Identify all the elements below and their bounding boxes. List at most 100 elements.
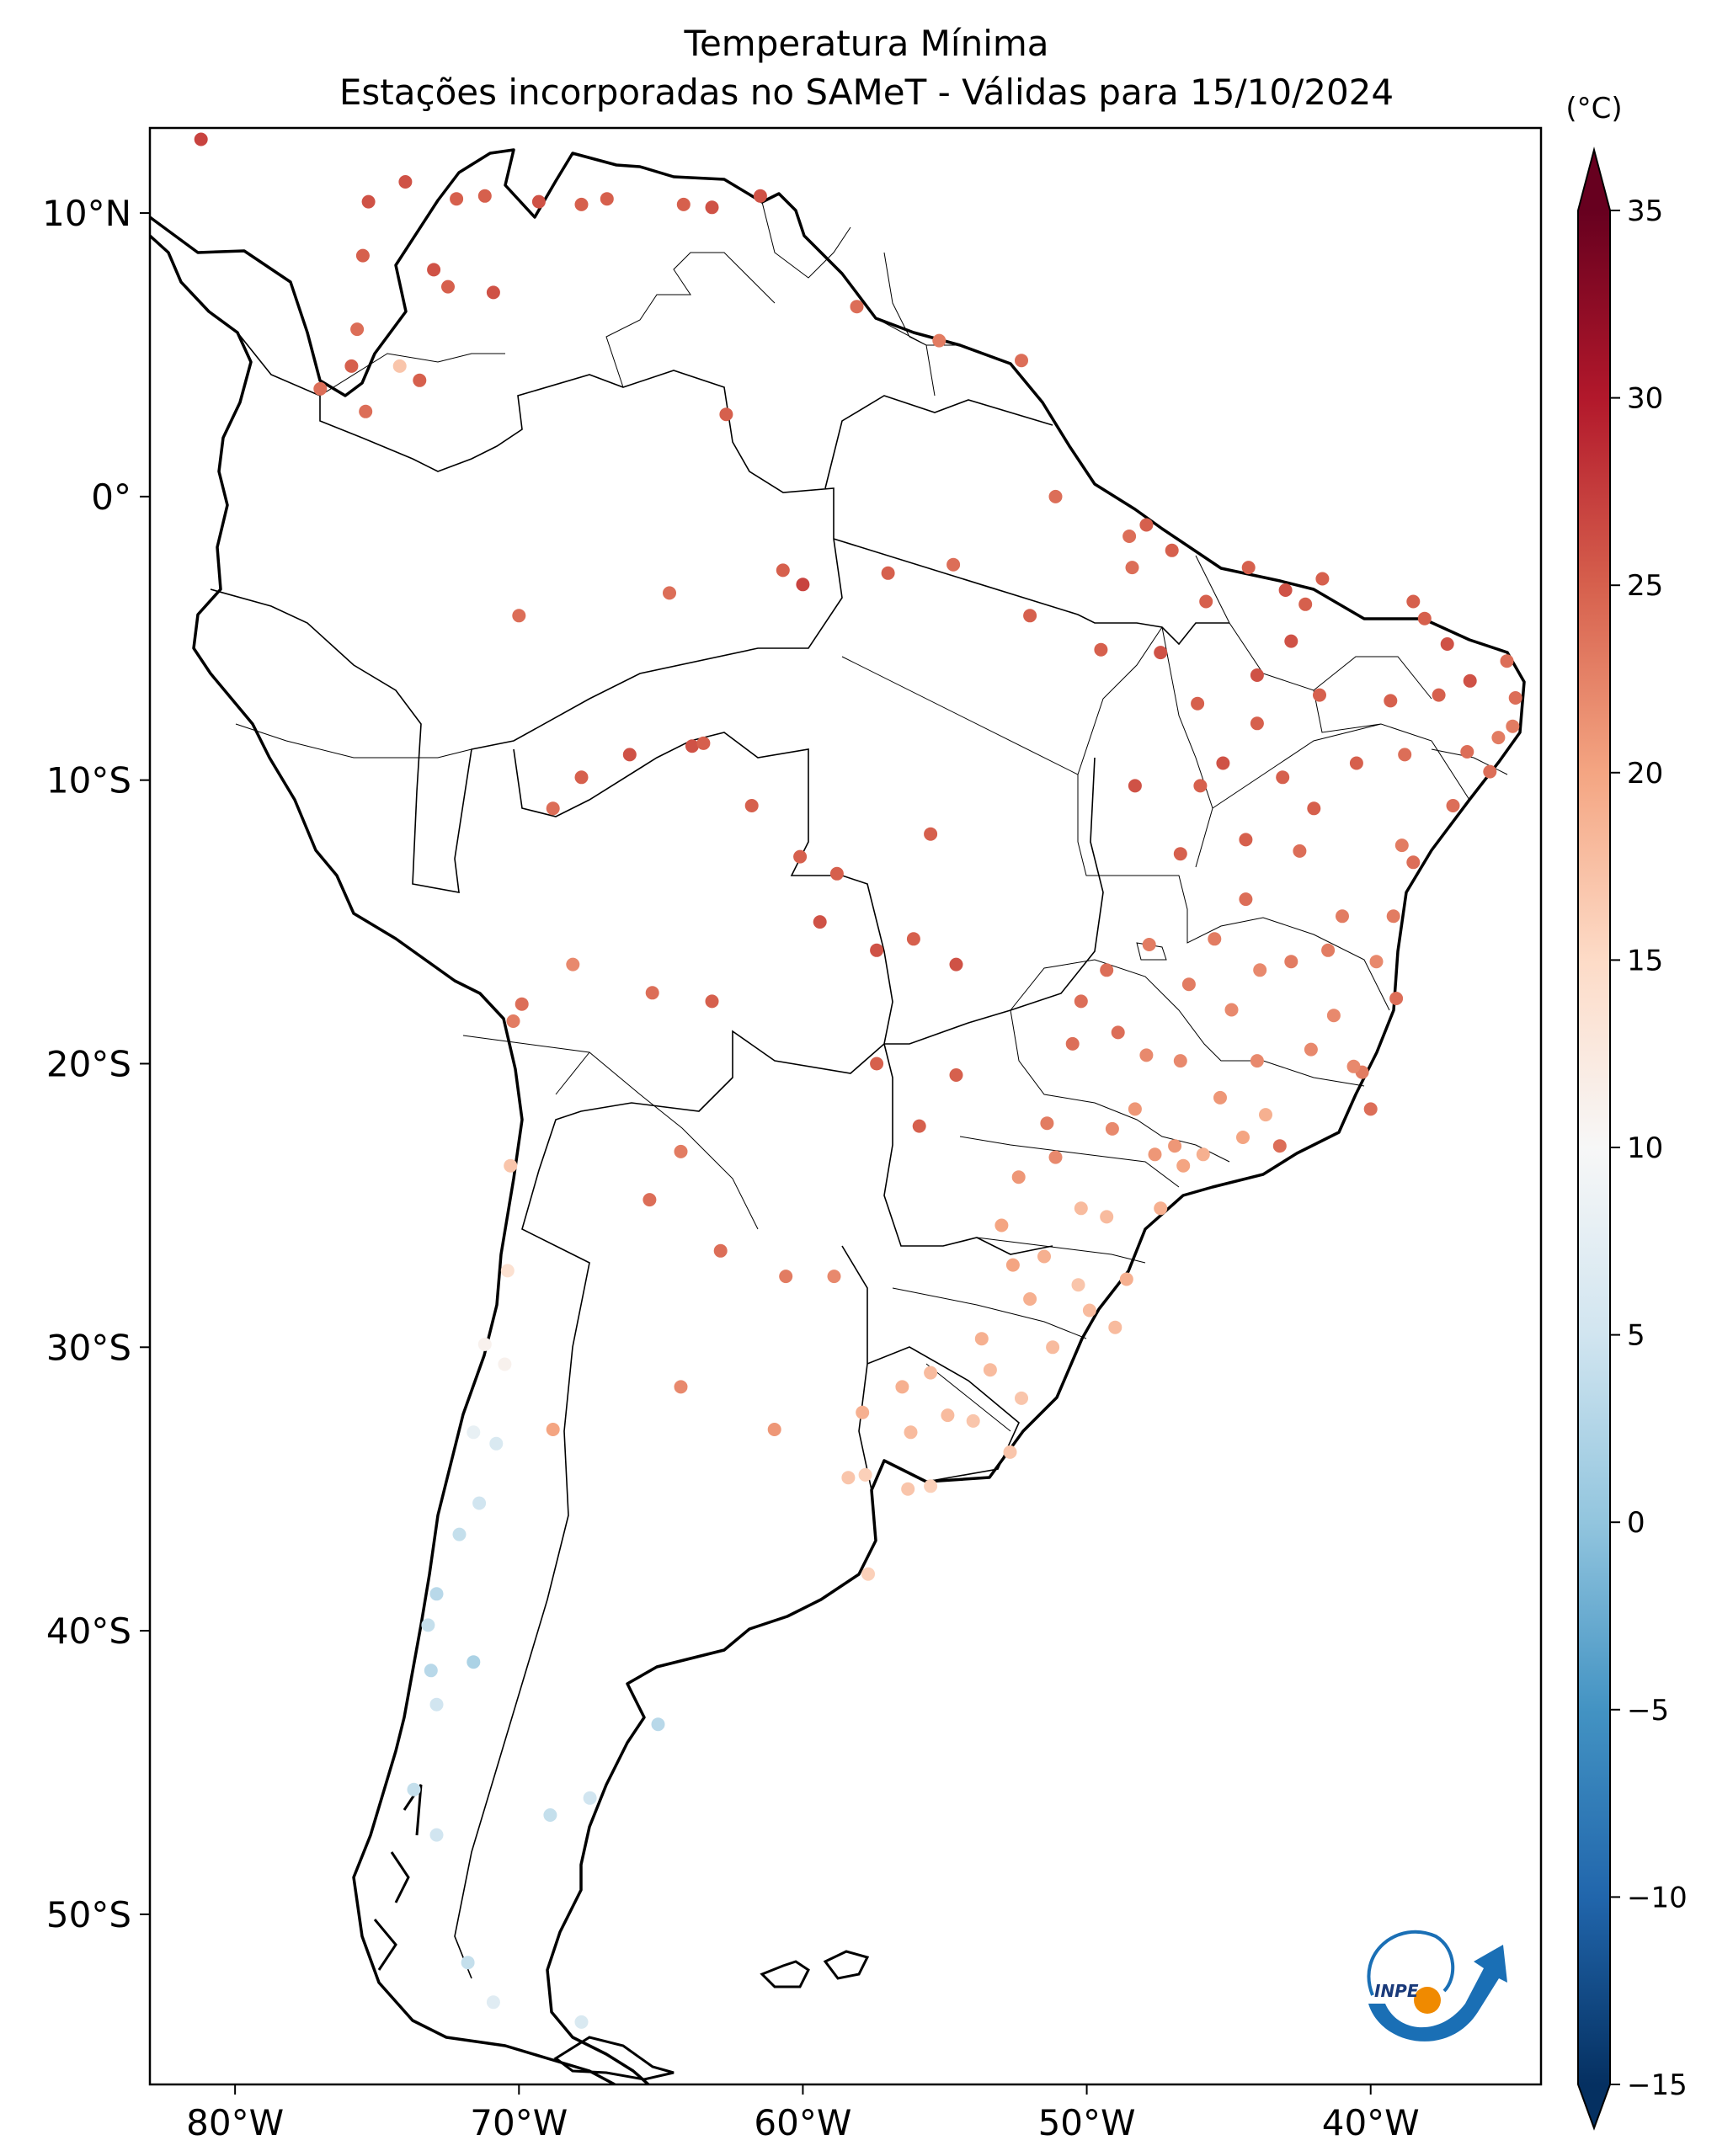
station-marker — [924, 1365, 938, 1380]
station-marker — [1168, 1139, 1182, 1153]
station-marker — [1074, 994, 1088, 1009]
station-marker — [1216, 756, 1230, 770]
station-marker — [924, 827, 938, 841]
station-marker — [1176, 1158, 1191, 1173]
station-marker — [881, 566, 895, 580]
lon-tick-label: 70°W — [470, 2102, 568, 2143]
station-marker — [994, 1218, 1009, 1232]
colorbar-tick-label: 0 — [1627, 1506, 1645, 1540]
inpe-logo: INPE — [1367, 1930, 1507, 2042]
station-marker — [515, 997, 529, 1011]
station-marker — [1389, 992, 1404, 1005]
station-marker — [574, 770, 589, 785]
station-marker — [1046, 1340, 1060, 1355]
station-marker — [779, 1270, 793, 1284]
station-marker — [1284, 634, 1298, 648]
station-marker — [1293, 844, 1307, 858]
station-marker — [796, 578, 810, 592]
lat-tick-label: 0° — [91, 476, 131, 518]
station-marker — [1208, 932, 1222, 946]
station-marker — [1100, 963, 1114, 977]
station-marker — [1460, 745, 1474, 759]
station-marker — [531, 194, 546, 209]
station-marker — [1048, 489, 1063, 503]
station-marker — [413, 373, 427, 387]
coastline — [150, 148, 1526, 2084]
station-marker — [506, 1014, 520, 1028]
station-marker — [753, 189, 767, 203]
station-marker — [1463, 673, 1477, 688]
lon-tick-label: 60°W — [754, 2102, 851, 2143]
station-marker — [1065, 1036, 1080, 1051]
station-marker — [1224, 1003, 1239, 1017]
station-marker — [489, 1436, 504, 1451]
station-marker — [1082, 1303, 1096, 1318]
colorbar-tick-label: 30 — [1627, 382, 1663, 416]
station-marker — [1315, 572, 1330, 586]
station-marker — [500, 1264, 515, 1278]
station-marker — [1363, 1102, 1378, 1116]
station-marker — [429, 1828, 444, 1842]
station-marker — [1111, 1025, 1125, 1040]
station-marker — [1349, 756, 1363, 770]
station-marker — [427, 263, 441, 277]
station-marker — [949, 957, 963, 972]
station-marker — [856, 1405, 870, 1419]
station-marker — [477, 1337, 492, 1351]
station-marker — [685, 739, 699, 753]
station-marker — [566, 957, 580, 972]
station-marker — [1384, 694, 1398, 708]
station-marker — [895, 1380, 909, 1394]
station-marker — [429, 1587, 444, 1601]
logo-text: INPE — [1374, 1981, 1419, 2001]
station-marker — [1386, 909, 1400, 924]
station-marker — [546, 801, 560, 816]
station-marker — [421, 1618, 435, 1632]
station-marker — [359, 404, 373, 418]
station-marker — [906, 932, 920, 946]
colorbar-unit: (°C) — [1565, 92, 1622, 125]
station-marker — [1508, 691, 1522, 705]
station-marker — [813, 915, 827, 929]
station-marker — [1139, 518, 1154, 532]
station-marker — [1165, 543, 1179, 557]
station-marker — [1005, 1258, 1020, 1272]
station-marker — [974, 1332, 989, 1346]
station-marker — [392, 359, 407, 373]
colorbar-tick-label: −15 — [1627, 2068, 1688, 2102]
station-marker — [645, 986, 659, 1000]
station-marker — [1250, 1054, 1264, 1068]
colorbar-ticks: 35 30 25 20 15 10 5 0 −5 −10 −15 — [1610, 194, 1688, 2102]
station-marker — [1307, 801, 1321, 816]
station-marker — [829, 866, 844, 881]
colorbar-tick-label: 5 — [1627, 1319, 1645, 1353]
station-marker — [841, 1471, 856, 1485]
station-marker — [983, 1363, 997, 1377]
station-marker — [1094, 642, 1108, 657]
lon-tick-label: 50°W — [1038, 2102, 1136, 2143]
station-marker — [407, 1782, 421, 1797]
station-marker — [1139, 1048, 1154, 1062]
station-marker — [1259, 1108, 1272, 1122]
station-marker — [1173, 1054, 1187, 1068]
station-marker — [622, 748, 637, 762]
lat-tick-label: 30°S — [46, 1327, 131, 1368]
station-marker — [398, 175, 413, 189]
station-marker — [1040, 1116, 1054, 1131]
station-marker — [1446, 799, 1460, 812]
lat-tick-label: 10°S — [46, 760, 131, 801]
station-marker — [949, 1068, 963, 1082]
station-marker — [1154, 1201, 1168, 1216]
station-marker — [486, 285, 500, 300]
station-marker — [429, 1697, 444, 1711]
latitude-ticks: 10°N 0° 10°S 20°S 30°S 40°S 50°S — [42, 193, 150, 1935]
station-marker — [1048, 1150, 1063, 1164]
map-layers: INPE — [150, 132, 1526, 2084]
station-marker — [827, 1270, 841, 1284]
station-marker — [705, 994, 719, 1009]
station-marker — [467, 1655, 481, 1669]
station-marker — [1015, 1391, 1028, 1405]
longitude-ticks: 80°W 70°W 60°W 50°W 40°W — [186, 2084, 1420, 2143]
station-marker — [1298, 597, 1313, 611]
station-marker — [1346, 1059, 1361, 1073]
